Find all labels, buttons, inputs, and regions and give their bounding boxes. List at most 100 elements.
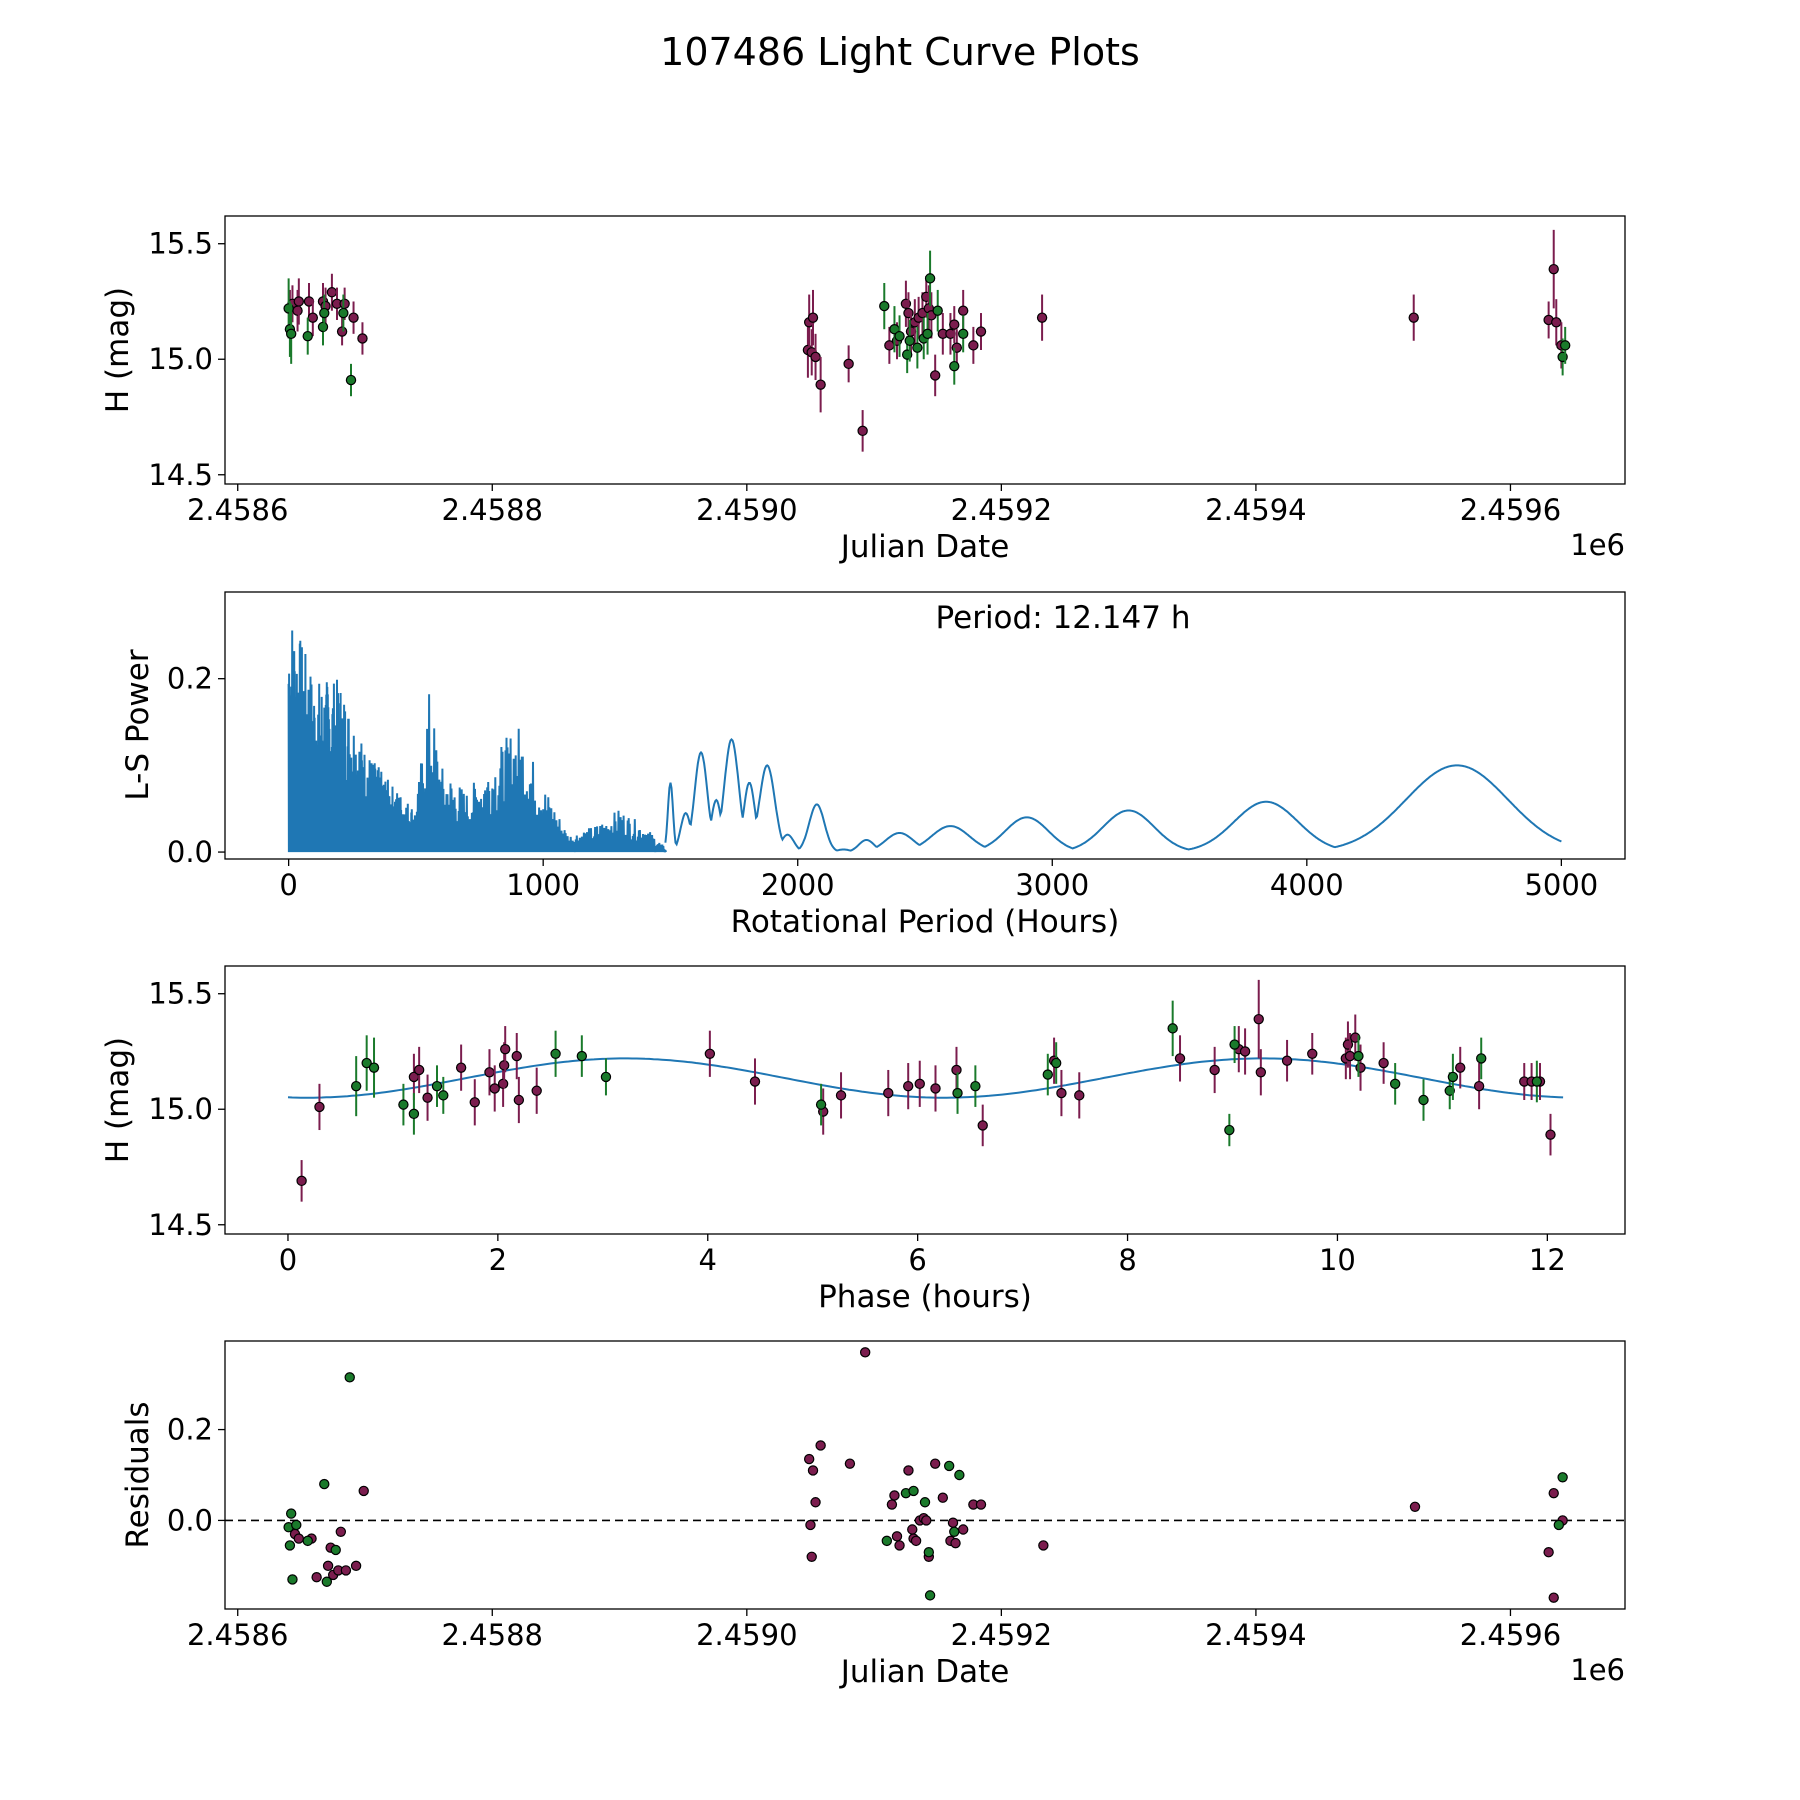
x-tick-label: 2.4588 <box>442 1618 543 1652</box>
y-tick-label: 14.5 <box>148 458 213 492</box>
red-data-point <box>805 1519 816 1531</box>
green-data-point <box>345 374 357 386</box>
red-data-point <box>930 1083 941 1094</box>
red-data-point <box>975 1499 987 1510</box>
green-data-point <box>1229 1039 1240 1050</box>
green-data-point <box>398 1099 409 1110</box>
red-data-point <box>314 1101 325 1113</box>
red-data-point <box>910 1535 922 1547</box>
lightcurve-frame <box>224 215 1626 485</box>
red-data-point <box>335 1526 347 1537</box>
x-tick-label: 2.4588 <box>442 493 543 527</box>
green-data-point <box>285 328 297 340</box>
x-tick-label: 2.4592 <box>951 493 1052 527</box>
red-data-point <box>1548 263 1559 275</box>
x-tick-label: 8 <box>1118 1243 1136 1277</box>
red-data-point <box>1038 1540 1049 1551</box>
red-data-point <box>1548 1592 1559 1603</box>
green-data-point <box>912 342 923 353</box>
red-data-point <box>1281 1055 1293 1066</box>
red-data-point <box>929 370 941 381</box>
red-data-point <box>806 1551 817 1562</box>
red-data-point <box>455 1062 467 1073</box>
red-data-point <box>293 1533 305 1544</box>
x-tick-label: 0 <box>279 868 297 902</box>
red-data-point <box>889 1490 900 1501</box>
red-data-point <box>950 1537 961 1549</box>
x-tick-label: 2.4594 <box>1205 1618 1306 1652</box>
residuals-ylabel: Residuals <box>120 1401 156 1548</box>
green-data-point <box>285 1508 297 1519</box>
lightcurve-ylabel: H (mag) <box>100 287 136 413</box>
periodogram-dense-trace <box>287 630 667 853</box>
green-data-point <box>957 328 969 340</box>
x-tick-label: 12 <box>1529 1243 1566 1277</box>
red-data-point <box>810 1497 821 1508</box>
x-tick-label: 2 <box>489 1243 507 1277</box>
red-data-point <box>413 1064 425 1076</box>
red-data-point <box>857 425 868 437</box>
green-data-point <box>344 1372 355 1383</box>
x-tick-label: 2.4590 <box>696 493 797 527</box>
periodogram-panel: 0 1000 2000 3000 4000 5000 0.0 0.2 Period: 12.1… <box>120 591 1626 940</box>
red-data-point <box>929 1458 941 1469</box>
red-data-point <box>513 1094 525 1106</box>
red-data-point <box>497 1078 509 1090</box>
y-tick-label: 0.2 <box>167 662 213 696</box>
periodogram-smooth-trace <box>664 737 1562 852</box>
red-data-point <box>815 1440 826 1451</box>
periodogram-ylabel: L-S Power <box>120 649 156 800</box>
red-data-point <box>339 298 350 309</box>
periodogram-frame <box>224 591 1626 860</box>
green-data-point <box>550 1048 561 1059</box>
red-data-point <box>531 1085 542 1096</box>
red-data-point <box>894 1540 905 1551</box>
phased-panel: 0 2 4 6 8 10 12 14.5 15.0 15.5 Phase (hours) H (m… <box>100 965 1626 1315</box>
green-data-point <box>1167 1023 1178 1034</box>
red-data-point <box>883 1087 894 1099</box>
green-data-point <box>881 1535 893 1547</box>
green-data-point <box>1447 1071 1459 1083</box>
green-data-point <box>879 300 890 312</box>
green-data-point <box>949 1526 960 1537</box>
red-data-point <box>803 1453 815 1465</box>
phased-ylabel: H (mag) <box>100 1037 136 1163</box>
green-data-point <box>291 1519 302 1531</box>
phased-frame <box>224 965 1626 1235</box>
period-annotation: Period: 12.147 h <box>936 600 1191 636</box>
red-data-point <box>1551 317 1562 328</box>
fit-curve <box>287 1057 1564 1099</box>
red-data-point <box>322 1560 334 1572</box>
green-data-point <box>576 1050 588 1062</box>
x-tick-label: 1000 <box>506 868 580 902</box>
red-data-point <box>921 1515 932 1526</box>
red-data-point <box>1074 1090 1085 1101</box>
red-data-point <box>1056 1087 1067 1099</box>
x-tick-label: 2.4594 <box>1205 493 1306 527</box>
red-data-point <box>1409 1501 1421 1512</box>
green-data-point <box>949 360 960 372</box>
y-tick-label: 15.5 <box>148 227 213 261</box>
green-data-point <box>1389 1078 1401 1090</box>
red-data-point <box>891 1531 903 1542</box>
red-data-point <box>469 1097 480 1108</box>
red-data-point <box>1174 1053 1186 1064</box>
residuals-offset-label: 1e6 <box>1570 1653 1625 1687</box>
red-data-point <box>957 305 969 316</box>
green-data-point <box>1224 1124 1235 1136</box>
lightcurve-panel: 2.4586 2.4588 2.4590 2.4592 2.4594 2.4596 14.5… <box>100 215 1626 565</box>
green-data-point <box>1418 1094 1429 1106</box>
red-data-point <box>947 1517 959 1528</box>
green-data-point <box>954 1469 965 1481</box>
red-data-point <box>1255 1067 1267 1078</box>
red-data-point <box>326 287 338 298</box>
red-data-point <box>293 296 305 307</box>
red-data-point <box>957 1524 969 1535</box>
x-tick-label: 3000 <box>1015 868 1089 902</box>
green-data-point <box>943 1460 955 1472</box>
red-data-point <box>292 305 303 316</box>
red-data-point <box>1239 1046 1251 1057</box>
green-data-point <box>302 330 313 342</box>
green-data-point <box>815 1099 827 1110</box>
red-data-point <box>949 319 960 330</box>
